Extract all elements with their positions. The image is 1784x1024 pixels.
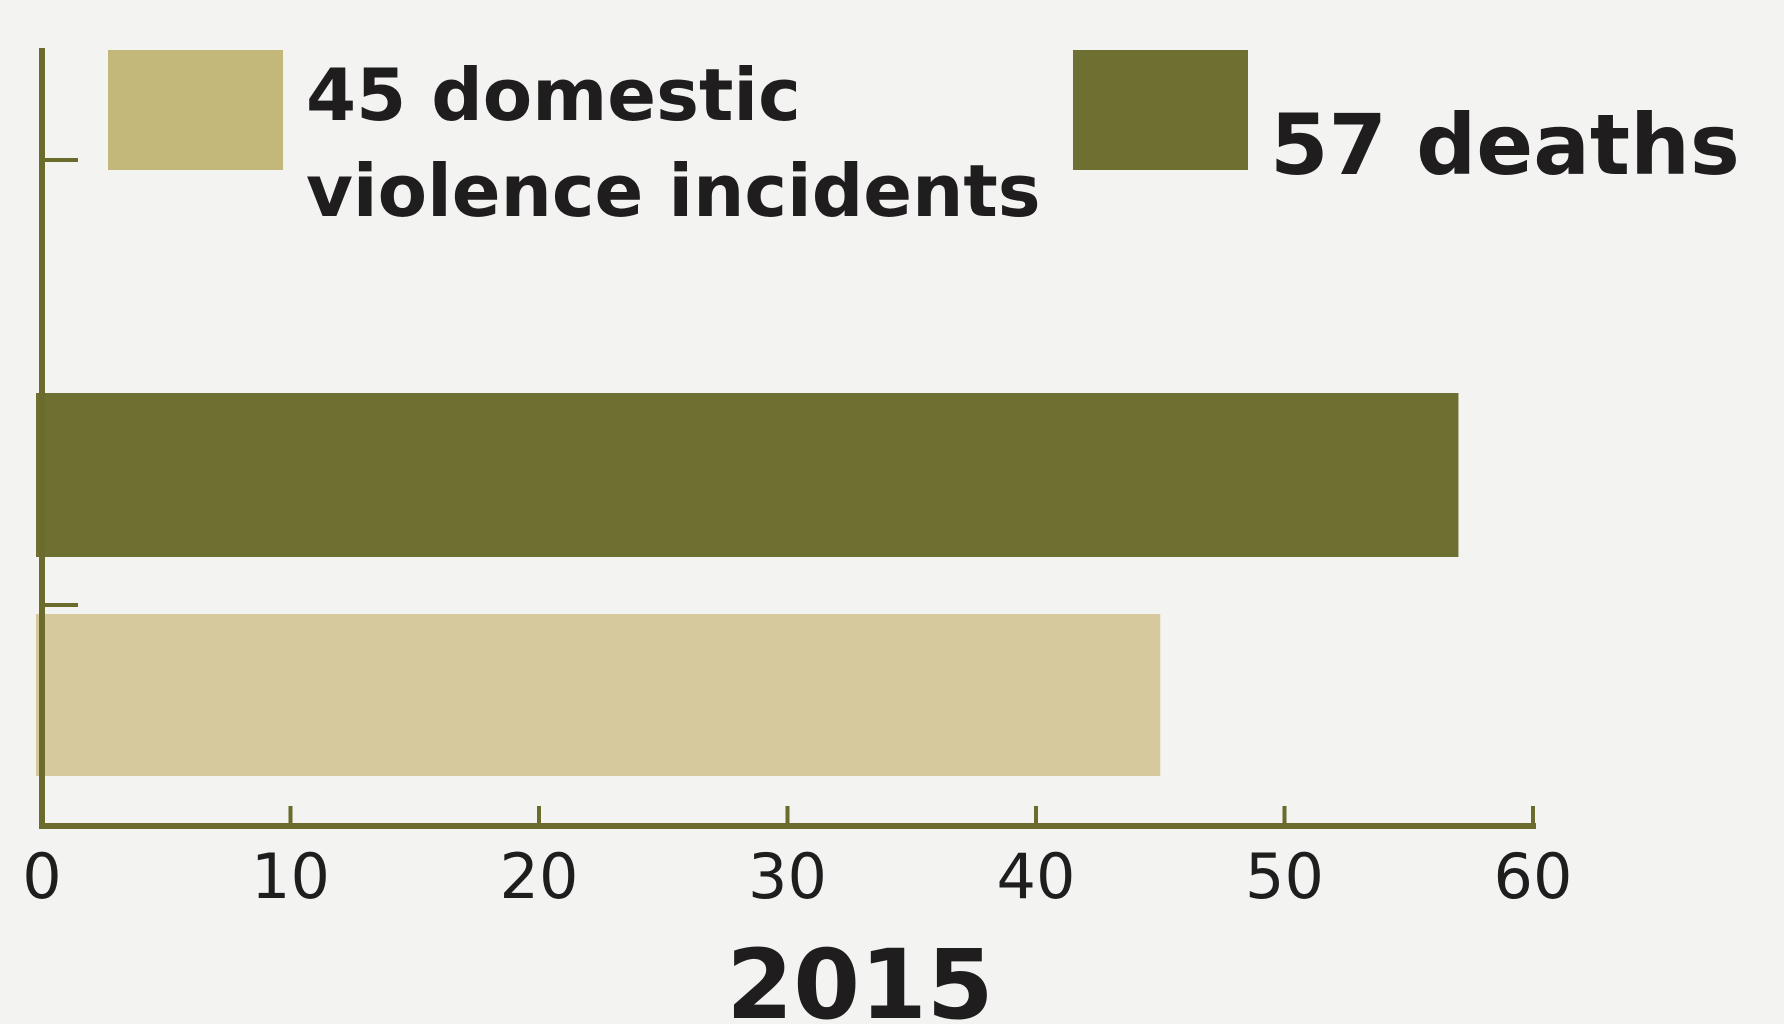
- x-tick-label-60: 60: [1494, 840, 1573, 913]
- bar-deaths: [36, 393, 1459, 557]
- bar-incidents: [36, 614, 1161, 776]
- legend: 45 domestic violence incidents 57 deaths: [108, 50, 1740, 233]
- legend-label-incidents-line-2: violence incidents: [306, 149, 1041, 233]
- x-tick-label-0: 0: [22, 840, 61, 913]
- legend-label-incidents-line-1: 45 domestic: [306, 53, 801, 137]
- x-tick-label-10: 10: [251, 840, 330, 913]
- legend-swatch-incidents: [108, 50, 283, 170]
- x-tick-label-20: 20: [500, 840, 579, 913]
- bars: [36, 393, 1459, 776]
- x-axis-title: 2015: [726, 929, 993, 1024]
- legend-label-incidents: 45 domestic violence incidents: [306, 53, 1041, 233]
- legend-swatch-deaths: [1073, 50, 1248, 170]
- x-tick-label-30: 30: [748, 840, 827, 913]
- axes: 0 10 20 30 40 50 60: [22, 48, 1572, 913]
- legend-label-deaths: 57 deaths: [1270, 96, 1740, 194]
- x-tick-label-50: 50: [1245, 840, 1324, 913]
- x-tick-label-40: 40: [997, 840, 1076, 913]
- legend-label-deaths-line-1: 57 deaths: [1270, 96, 1740, 194]
